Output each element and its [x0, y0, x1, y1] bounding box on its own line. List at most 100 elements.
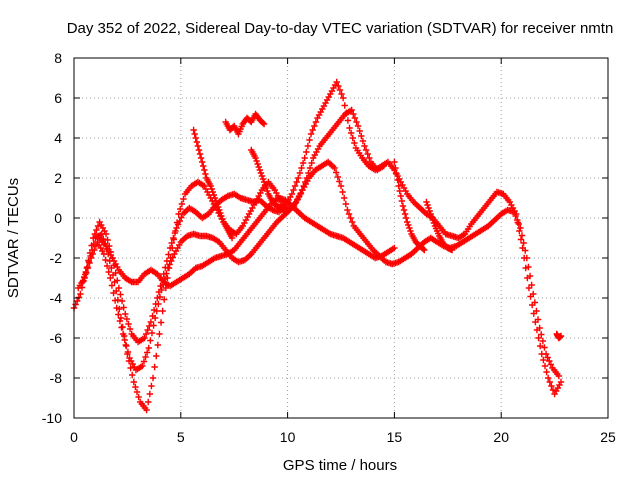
data-point: [114, 296, 121, 304]
data-point: [351, 114, 359, 122]
data-point: [354, 122, 362, 130]
data-point: [80, 273, 88, 281]
data-point: [155, 300, 162, 308]
data-series: [70, 78, 565, 414]
data-point: [161, 296, 168, 303]
data-point: [531, 299, 539, 306]
x-tick-label: 10: [280, 429, 296, 445]
x-tick-label: 25: [600, 429, 616, 445]
data-point: [512, 212, 519, 220]
data-point: [177, 205, 184, 213]
data-point: [424, 201, 431, 209]
data-point: [392, 164, 399, 172]
data-point: [145, 398, 152, 406]
data-point: [399, 202, 407, 210]
data-point: [126, 325, 134, 333]
data-point: [541, 344, 548, 351]
data-point: [281, 207, 288, 215]
data-point: [311, 122, 318, 130]
data-point: [84, 263, 91, 271]
data-point: [120, 332, 128, 340]
data-point: [301, 154, 308, 162]
data-point: [549, 386, 557, 394]
data-point: [116, 305, 123, 313]
data-point: [218, 212, 225, 220]
data-point: [102, 256, 109, 264]
data-point: [77, 290, 84, 298]
series-track-5: [222, 110, 268, 138]
data-point: [252, 154, 259, 162]
data-point: [533, 307, 540, 315]
data-point: [555, 372, 563, 380]
data-point: [528, 281, 535, 289]
data-point: [304, 142, 312, 150]
data-point: [557, 378, 565, 386]
data-point: [541, 362, 549, 370]
axis-ticks: [73, 57, 609, 419]
plot-frame: [73, 57, 609, 419]
data-point: [358, 132, 365, 140]
y-tick-label: -8: [50, 370, 63, 386]
data-point: [518, 232, 526, 239]
y-tick-labels: -10 -8 -6 -4 -2 0 2 4 6 8: [42, 50, 62, 426]
data-point: [151, 314, 159, 322]
data-point: [195, 146, 203, 154]
data-point: [85, 258, 93, 266]
data-point: [309, 126, 316, 134]
data-point: [291, 182, 299, 190]
data-point: [339, 94, 347, 102]
data-point: [259, 119, 267, 127]
data-point: [123, 315, 131, 323]
x-tick-label: 15: [387, 429, 403, 445]
data-point: [306, 136, 313, 144]
series-track-4: [96, 194, 398, 290]
data-point: [341, 194, 348, 202]
data-point: [125, 320, 132, 328]
data-point: [391, 244, 398, 252]
data-point: [94, 222, 102, 230]
data-point: [263, 184, 270, 192]
data-point: [228, 234, 236, 242]
y-tick-label: 4: [54, 130, 62, 146]
y-tick-label: -4: [50, 290, 63, 306]
data-point: [170, 236, 178, 243]
data-point: [420, 245, 427, 253]
y-tick-label: -10: [42, 410, 62, 426]
data-point: [196, 150, 204, 158]
data-point: [345, 210, 353, 218]
data-point: [257, 169, 265, 177]
data-point: [255, 163, 262, 171]
series-track-10: [553, 330, 565, 342]
data-point: [331, 164, 338, 172]
data-point: [364, 150, 371, 158]
data-point: [348, 106, 355, 114]
data-point: [339, 188, 346, 196]
data-point: [127, 364, 134, 372]
data-point: [216, 206, 223, 214]
data-point: [282, 208, 289, 216]
data-point: [520, 239, 527, 247]
data-point: [173, 219, 181, 226]
data-point: [337, 182, 345, 190]
data-point: [158, 286, 165, 294]
data-point: [308, 159, 315, 167]
data-point: [404, 218, 411, 226]
data-point: [198, 158, 206, 166]
data-point: [79, 278, 86, 286]
data-point: [534, 316, 542, 323]
data-point: [116, 317, 124, 325]
data-point: [406, 224, 413, 232]
data-point: [93, 226, 100, 234]
data-point: [135, 393, 142, 401]
data-point: [147, 318, 155, 326]
data-point: [125, 357, 133, 365]
data-point: [303, 148, 310, 156]
data-point: [298, 186, 306, 194]
data-point: [207, 182, 214, 190]
data-point: [140, 358, 148, 365]
data-point: [336, 86, 344, 94]
data-point: [145, 344, 152, 352]
data-point: [142, 353, 149, 361]
data-point: [391, 158, 398, 166]
data-point: [290, 186, 297, 194]
